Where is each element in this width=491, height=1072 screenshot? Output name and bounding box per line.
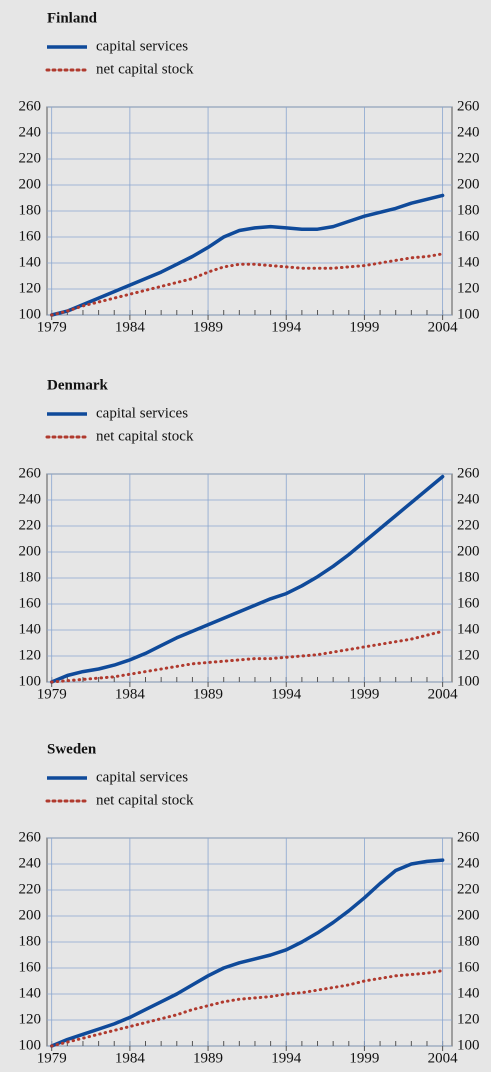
y2-tick-label: 140 [457, 621, 480, 637]
y-tick-label: 200 [19, 176, 42, 192]
x-tick-label: 1989 [193, 319, 223, 335]
x-tick-label: 1994 [271, 1050, 302, 1066]
y-tick-label: 180 [19, 202, 42, 218]
y-tick-label: 120 [19, 280, 42, 296]
y-tick-label: 240 [19, 124, 42, 140]
line-series [49, 193, 445, 317]
y-tick-label: 200 [19, 543, 42, 559]
y2-tick-label: 100 [457, 306, 480, 322]
x-tick-label: 1999 [349, 319, 379, 335]
y-tick-label: 140 [19, 621, 42, 637]
legend-label: net capital stock [96, 428, 194, 444]
x-tick-label: 1984 [115, 1050, 146, 1066]
y2-tick-label: 200 [457, 907, 480, 923]
y2-tick-label: 160 [457, 959, 480, 975]
y2-tick-label: 180 [457, 202, 480, 218]
chart-title: Denmark [47, 377, 108, 393]
y2-tick-label: 160 [457, 595, 480, 611]
x-tick-label: 2004 [428, 686, 459, 702]
line-series [50, 969, 445, 1048]
y-tick-label: 240 [19, 855, 42, 871]
y2-tick-label: 140 [457, 985, 480, 1001]
x-tick-label: 1979 [37, 686, 67, 702]
y-tick-label: 260 [19, 98, 42, 114]
y-tick-label: 160 [19, 228, 42, 244]
y2-tick-label: 100 [457, 1037, 480, 1053]
y-tick-label: 100 [19, 673, 42, 689]
y-tick-label: 100 [19, 1037, 42, 1053]
y2-tick-label: 120 [457, 1011, 480, 1027]
y2-tick-label: 180 [457, 569, 480, 585]
line-series [49, 858, 445, 1048]
y2-tick-label: 240 [457, 124, 480, 140]
y-tick-label: 140 [19, 254, 42, 270]
legend-label: capital services [96, 405, 188, 421]
y2-tick-label: 160 [457, 228, 480, 244]
y2-tick-label: 120 [457, 647, 480, 663]
chart-title: Finland [47, 10, 98, 26]
chart-title: Sweden [47, 741, 97, 757]
y-tick-label: 200 [19, 907, 42, 923]
y-tick-label: 260 [19, 829, 42, 845]
y-tick-label: 160 [19, 595, 42, 611]
y-tick-label: 100 [19, 306, 42, 322]
y-tick-label: 120 [19, 647, 42, 663]
x-tick-label: 1979 [37, 319, 67, 335]
x-tick-label: 1984 [115, 686, 146, 702]
y-tick-label: 140 [19, 985, 42, 1001]
y-tick-label: 180 [19, 933, 42, 949]
x-tick-label: 1989 [193, 1050, 223, 1066]
y-tick-label: 180 [19, 569, 42, 585]
legend-label: capital services [96, 38, 188, 54]
y2-tick-label: 120 [457, 280, 480, 296]
y2-tick-label: 100 [457, 673, 480, 689]
y2-tick-label: 240 [457, 855, 480, 871]
line-series [50, 629, 445, 684]
y-tick-label: 220 [19, 517, 42, 533]
x-tick-label: 1999 [349, 1050, 379, 1066]
x-tick-label: 1994 [271, 686, 302, 702]
x-tick-label: 1989 [193, 686, 223, 702]
y2-tick-label: 260 [457, 829, 480, 845]
legend-label: net capital stock [96, 792, 194, 808]
y2-tick-label: 220 [457, 881, 480, 897]
x-tick-label: 1979 [37, 1050, 67, 1066]
y-tick-label: 240 [19, 491, 42, 507]
y2-tick-label: 220 [457, 150, 480, 166]
legend-label: net capital stock [96, 61, 194, 77]
y2-tick-label: 200 [457, 176, 480, 192]
y2-tick-label: 180 [457, 933, 480, 949]
y-tick-label: 220 [19, 881, 42, 897]
x-tick-label: 2004 [428, 319, 459, 335]
y-tick-label: 260 [19, 465, 42, 481]
y2-tick-label: 260 [457, 98, 480, 114]
y2-tick-label: 140 [457, 254, 480, 270]
y2-tick-label: 260 [457, 465, 480, 481]
y2-tick-label: 220 [457, 517, 480, 533]
x-tick-label: 2004 [428, 1050, 459, 1066]
y2-tick-label: 200 [457, 543, 480, 559]
y-tick-label: 220 [19, 150, 42, 166]
x-tick-label: 1984 [115, 319, 146, 335]
legend-label: capital services [96, 769, 188, 785]
y2-tick-label: 240 [457, 491, 480, 507]
y-tick-label: 120 [19, 1011, 42, 1027]
y-tick-label: 160 [19, 959, 42, 975]
line-series [49, 474, 445, 684]
x-tick-label: 1994 [271, 319, 302, 335]
line-series [50, 252, 445, 317]
x-tick-label: 1999 [349, 686, 379, 702]
